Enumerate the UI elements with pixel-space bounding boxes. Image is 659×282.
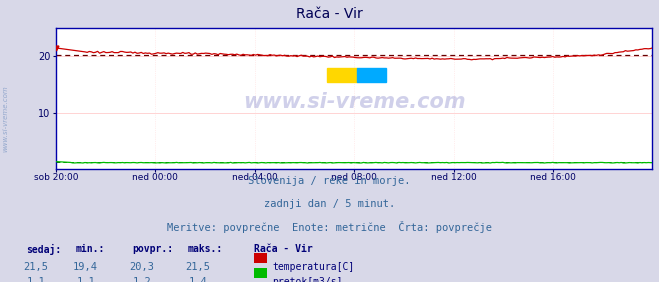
Text: 1,1: 1,1 bbox=[76, 277, 95, 282]
Text: Meritve: povprečne  Enote: metrične  Črta: povprečje: Meritve: povprečne Enote: metrične Črta:… bbox=[167, 221, 492, 233]
Text: 21,5: 21,5 bbox=[24, 262, 49, 272]
Text: Slovenija / reke in morje.: Slovenija / reke in morje. bbox=[248, 176, 411, 186]
Text: min.:: min.: bbox=[76, 244, 105, 254]
Text: 1,4: 1,4 bbox=[188, 277, 207, 282]
Text: 21,5: 21,5 bbox=[185, 262, 210, 272]
Text: www.si-vreme.com: www.si-vreme.com bbox=[243, 92, 465, 111]
Bar bbox=[328, 68, 357, 82]
Text: zadnji dan / 5 minut.: zadnji dan / 5 minut. bbox=[264, 199, 395, 209]
Text: 19,4: 19,4 bbox=[73, 262, 98, 272]
Text: povpr.:: povpr.: bbox=[132, 244, 173, 254]
Text: sedaj:: sedaj: bbox=[26, 244, 61, 255]
Text: pretok[m3/s]: pretok[m3/s] bbox=[272, 277, 343, 282]
Text: 1,1: 1,1 bbox=[27, 277, 45, 282]
Text: Rača - Vir: Rača - Vir bbox=[296, 7, 363, 21]
Text: 20,3: 20,3 bbox=[129, 262, 154, 272]
Text: maks.:: maks.: bbox=[188, 244, 223, 254]
Text: 1,2: 1,2 bbox=[132, 277, 151, 282]
Bar bbox=[357, 68, 386, 82]
Text: temperatura[C]: temperatura[C] bbox=[272, 262, 355, 272]
Text: www.si-vreme.com: www.si-vreme.com bbox=[2, 85, 9, 152]
Text: Rača - Vir: Rača - Vir bbox=[254, 244, 312, 254]
